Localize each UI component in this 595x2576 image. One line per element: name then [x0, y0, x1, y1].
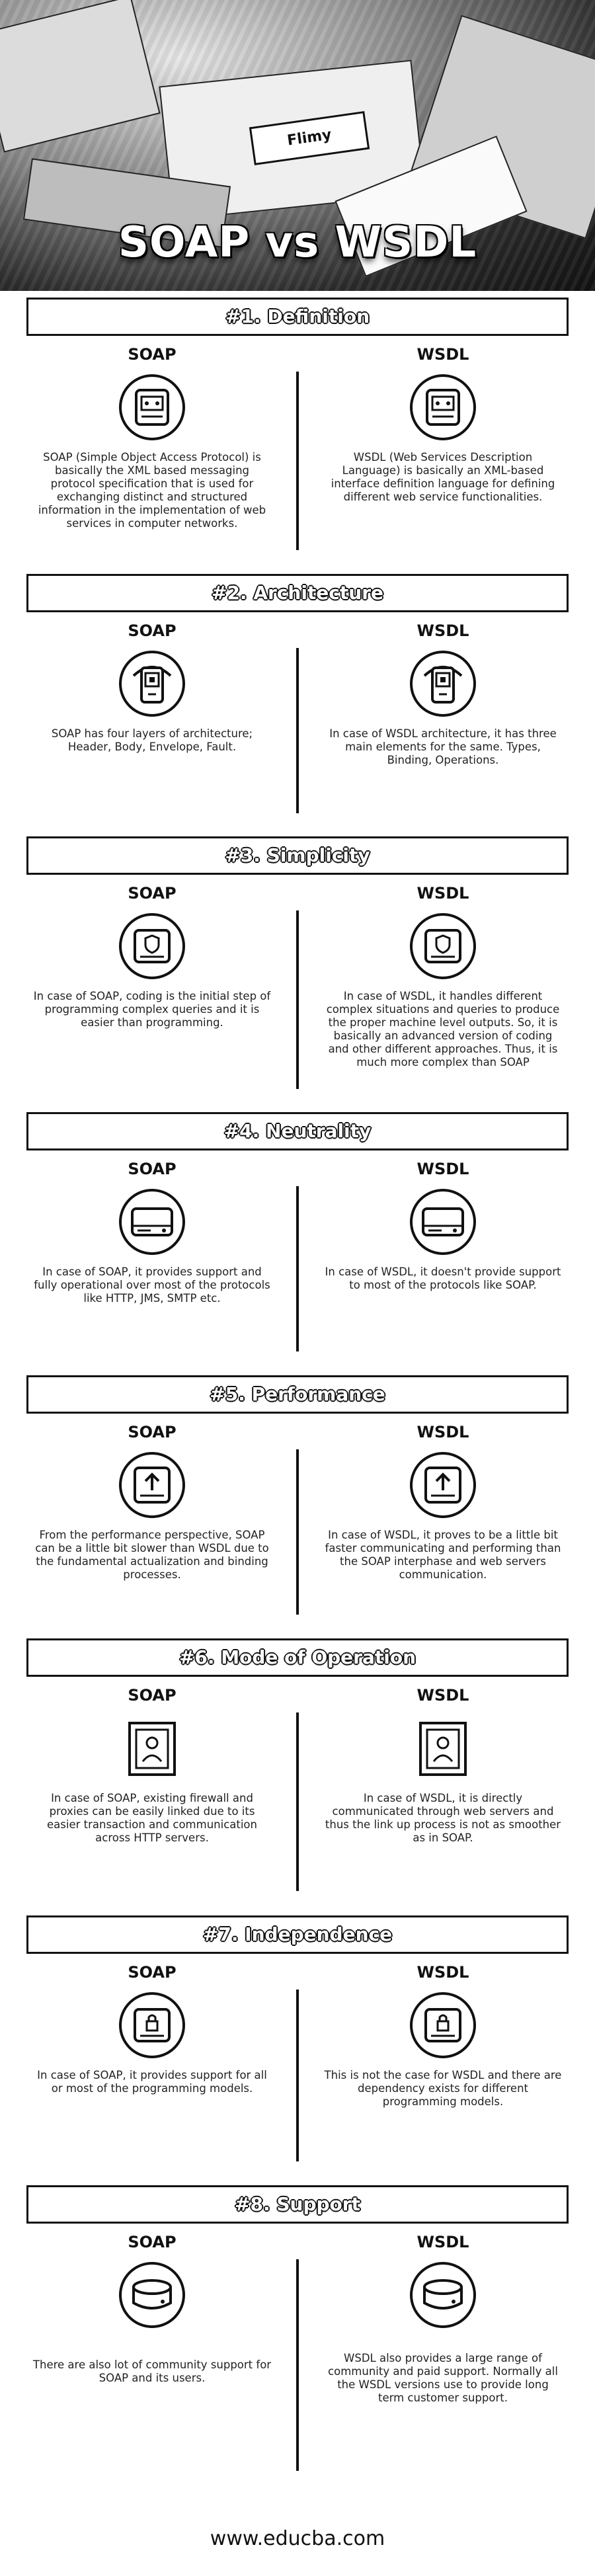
section-title: #6. Mode of Operation — [26, 1638, 569, 1677]
server-icon — [409, 373, 477, 442]
comparison-frame: #1. Definition SOAP SOAP (Simple Object … — [7, 291, 588, 2519]
wsdl-description: In case of WSDL architecture, it has thr… — [329, 727, 557, 766]
wsdl-label: WSDL — [416, 1963, 469, 1982]
wsdl-column: WSDL WSDL also provides a large range of… — [314, 2232, 572, 2405]
soap-label: SOAP — [128, 884, 177, 903]
section-title: #5. Performance — [26, 1375, 569, 1414]
wsdl-column: WSDL WSDL (Web Services Description Lang… — [314, 344, 572, 504]
disk-drive-icon — [409, 2261, 477, 2329]
section-title: #3. Simplicity — [26, 836, 569, 875]
hero-graphic — [0, 0, 161, 153]
wsdl-column: WSDL In case of WSDL, it doesn't provide… — [314, 1158, 572, 1292]
soap-column: SOAP In case of SOAP, it provides suppor… — [23, 1158, 281, 1305]
upload-drive-icon — [118, 1451, 186, 1519]
soap-label: SOAP — [128, 1963, 177, 1982]
footer-url[interactable]: www.educba.com — [210, 2527, 385, 2550]
soap-description: There are also lot of community support … — [32, 2358, 272, 2384]
soap-label: SOAP — [128, 1686, 177, 1705]
section-architecture: #2. Architecture SOAP SOAP has four laye… — [7, 574, 588, 832]
wsdl-column: WSDL In case of WSDL architecture, it ha… — [314, 620, 572, 767]
wsdl-column: WSDL This is not the case for WSDL and t… — [314, 1962, 572, 2109]
section-mode-of-operation: #6. Mode of Operation SOAP In case of SO… — [7, 1638, 588, 1911]
secure-drive-icon — [409, 912, 477, 981]
wsdl-label: WSDL — [416, 622, 469, 640]
soap-description: SOAP (Simple Object Access Protocol) is … — [38, 451, 266, 530]
wsdl-description: In case of WSDL, it doesn't provide supp… — [325, 1266, 561, 1291]
wsdl-description: WSDL also provides a large range of comm… — [328, 2352, 558, 2404]
wsdl-description: In case of WSDL, it handles different co… — [326, 990, 560, 1068]
user-document-icon — [409, 1714, 477, 1783]
soap-column: SOAP SOAP (Simple Object Access Protocol… — [23, 344, 281, 530]
section-definition: #1. Definition SOAP SOAP (Simple Object … — [7, 298, 588, 569]
soap-description: SOAP has four layers of architecture; He… — [51, 727, 253, 753]
soap-column: SOAP SOAP has four layers of architectur… — [23, 620, 281, 754]
soap-description: From the performance perspective, SOAP c… — [35, 1529, 269, 1581]
column-divider — [296, 2259, 299, 2471]
user-document-icon — [118, 1714, 186, 1783]
soap-description: In case of SOAP, it provides support and… — [34, 1266, 270, 1305]
section-title: #8. Support — [26, 2185, 569, 2224]
wsdl-description: In case of WSDL, it proves to be a littl… — [325, 1529, 561, 1581]
wsdl-label: WSDL — [416, 884, 469, 903]
wsdl-label: WSDL — [416, 1686, 469, 1705]
soap-column: SOAP In case of SOAP, it provides suppor… — [23, 1962, 281, 2095]
column-divider — [296, 648, 299, 813]
section-title: #1. Definition — [26, 298, 569, 336]
soap-description: In case of SOAP, existing firewall and p… — [47, 1792, 257, 1844]
section-title: #4. Neutrality — [26, 1112, 569, 1150]
lock-drive-icon — [118, 1991, 186, 2060]
section-independence: #7. Independence SOAP In case of SOAP, i… — [7, 1915, 588, 2180]
wsdl-description: In case of WSDL, it is directly communic… — [325, 1792, 561, 1844]
soap-label: SOAP — [128, 345, 177, 364]
section-simplicity: #3. Simplicity SOAP In case of SOAP, cod… — [7, 836, 588, 1107]
server-icon — [118, 373, 186, 442]
mobile-device-icon — [409, 649, 477, 718]
wsdl-label: WSDL — [416, 1423, 469, 1441]
disk-drive-icon — [118, 2261, 186, 2329]
soap-column: SOAP In case of SOAP, existing firewall … — [23, 1685, 281, 1845]
column-divider — [296, 1449, 299, 1615]
column-divider — [296, 1990, 299, 2161]
wsdl-description: This is not the case for WSDL and there … — [324, 2069, 562, 2108]
soap-label: SOAP — [128, 1160, 177, 1178]
wsdl-label: WSDL — [416, 345, 469, 364]
soap-column: SOAP There are also lot of community sup… — [23, 2232, 281, 2385]
wsdl-column: WSDL In case of WSDL, it handles differe… — [314, 883, 572, 1069]
wsdl-column: WSDL In case of WSDL, it is directly com… — [314, 1685, 572, 1845]
soap-column: SOAP In case of SOAP, coding is the init… — [23, 883, 281, 1029]
section-title: #7. Independence — [26, 1915, 569, 1954]
wsdl-column: WSDL In case of WSDL, it proves to be a … — [314, 1422, 572, 1582]
section-title: #2. Architecture — [26, 574, 569, 612]
column-divider — [296, 372, 299, 550]
column-divider — [296, 1186, 299, 1351]
column-divider — [296, 1712, 299, 1891]
soap-label: SOAP — [128, 2233, 177, 2251]
hard-drive-icon — [118, 1187, 186, 1256]
hard-drive-icon — [409, 1187, 477, 1256]
soap-label: SOAP — [128, 1423, 177, 1441]
section-performance: #5. Performance SOAP From the performanc… — [7, 1375, 588, 1633]
lock-drive-icon — [409, 1991, 477, 2060]
soap-column: SOAP From the performance perspective, S… — [23, 1422, 281, 1582]
wsdl-description: WSDL (Web Services Description Language)… — [331, 451, 555, 503]
section-support: #8. Support SOAP There are also lot of c… — [7, 2185, 588, 2503]
upload-drive-icon — [409, 1451, 477, 1519]
hero-banner: Flimy SOAP vs WSDL — [0, 0, 595, 291]
wsdl-label: WSDL — [416, 1160, 469, 1178]
wsdl-label: WSDL — [416, 2233, 469, 2251]
column-divider — [296, 910, 299, 1089]
section-neutrality: #4. Neutrality SOAP In case of SOAP, it … — [7, 1112, 588, 1370]
soap-description: In case of SOAP, coding is the initial s… — [33, 990, 271, 1029]
soap-label: SOAP — [128, 622, 177, 640]
secure-drive-icon — [118, 912, 186, 981]
mobile-device-icon — [118, 649, 186, 718]
page-title: SOAP vs WSDL — [118, 218, 477, 267]
soap-description: In case of SOAP, it provides support for… — [37, 2069, 267, 2095]
